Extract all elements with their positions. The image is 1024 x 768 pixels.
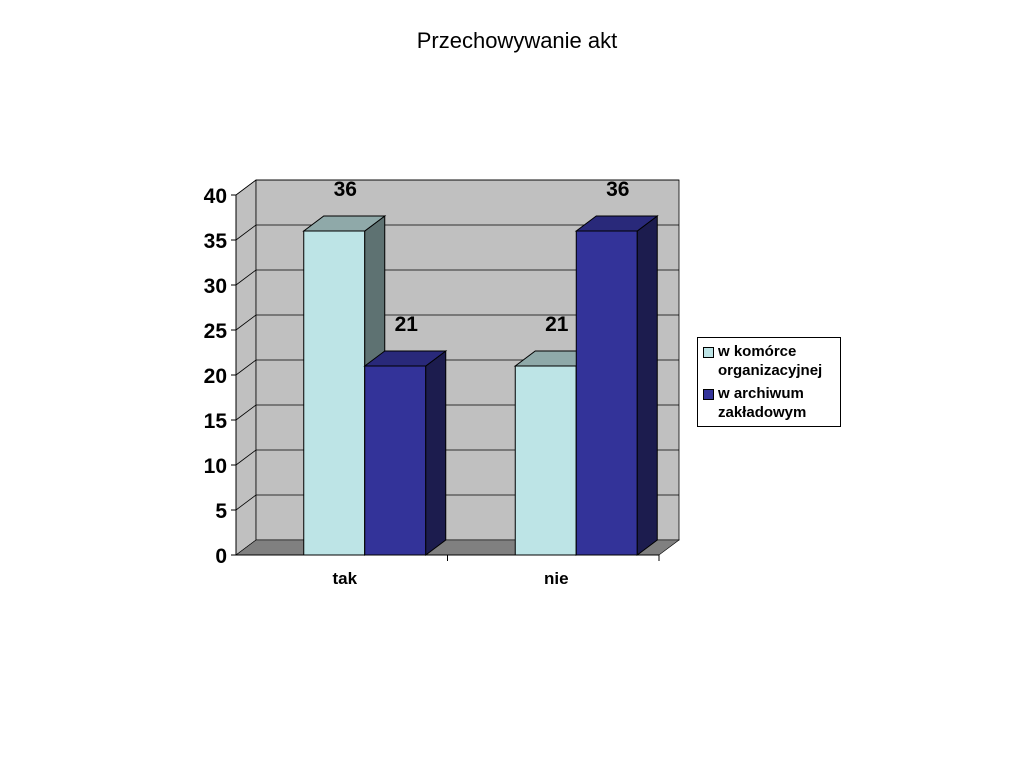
- y-tick-labels: 0 5 10 15 20 25 30 35 40: [204, 185, 228, 568]
- gridline: [235, 314, 679, 331]
- legend-swatch-series-1: [703, 347, 714, 358]
- legend: w komórce organizacyjnej w archiwum zakł…: [697, 337, 841, 427]
- legend-label-series-1: w komórce organizacyjnej: [718, 343, 823, 379]
- data-label-nie-series-1: 21: [545, 313, 569, 336]
- bar-nie-series-2: [574, 215, 659, 556]
- gridline: [235, 224, 679, 241]
- bar-top: [574, 215, 659, 232]
- data-labels: 36 21 21 36: [334, 178, 630, 336]
- y-tick-label: 20: [204, 365, 227, 388]
- bar-side: [425, 350, 447, 556]
- y-tick-label: 30: [204, 275, 227, 298]
- category-labels: tak nie: [332, 569, 568, 588]
- category-label-tak: tak: [332, 569, 357, 588]
- y-tick-label: 10: [204, 455, 227, 478]
- category-label-nie: nie: [544, 569, 569, 588]
- y-tick-label: 5: [215, 500, 227, 523]
- bar-tak-series-2: [363, 350, 448, 556]
- y-tick-label: 15: [204, 410, 228, 433]
- legend-label-series-2: w archiwum zakładowym: [718, 385, 807, 421]
- bar-front: [514, 365, 577, 556]
- y-tick-label: 25: [204, 320, 228, 343]
- y-tick-label: 40: [204, 185, 227, 208]
- data-label-tak-series-1: 36: [334, 178, 357, 201]
- bars: [302, 215, 659, 556]
- gridline: [235, 269, 679, 286]
- data-label-nie-series-2: 36: [606, 178, 629, 201]
- bar-front: [303, 230, 366, 556]
- gridline: [235, 179, 679, 196]
- bar-front: [575, 230, 638, 556]
- legend-item-series-2: w archiwum zakładowym: [703, 384, 836, 422]
- y-tick-label: 35: [204, 230, 228, 253]
- data-label-tak-series-2: 21: [395, 313, 419, 336]
- bar-front: [364, 365, 427, 556]
- legend-swatch-series-2: [703, 389, 714, 400]
- bar-top: [363, 350, 448, 367]
- y-tick-label: 0: [215, 545, 227, 568]
- legend-item-series-1: w komórce organizacyjnej: [703, 342, 836, 380]
- bar-top: [302, 215, 387, 232]
- bar-side: [636, 215, 658, 556]
- chart-title: Przechowywanie akt: [416, 28, 618, 53]
